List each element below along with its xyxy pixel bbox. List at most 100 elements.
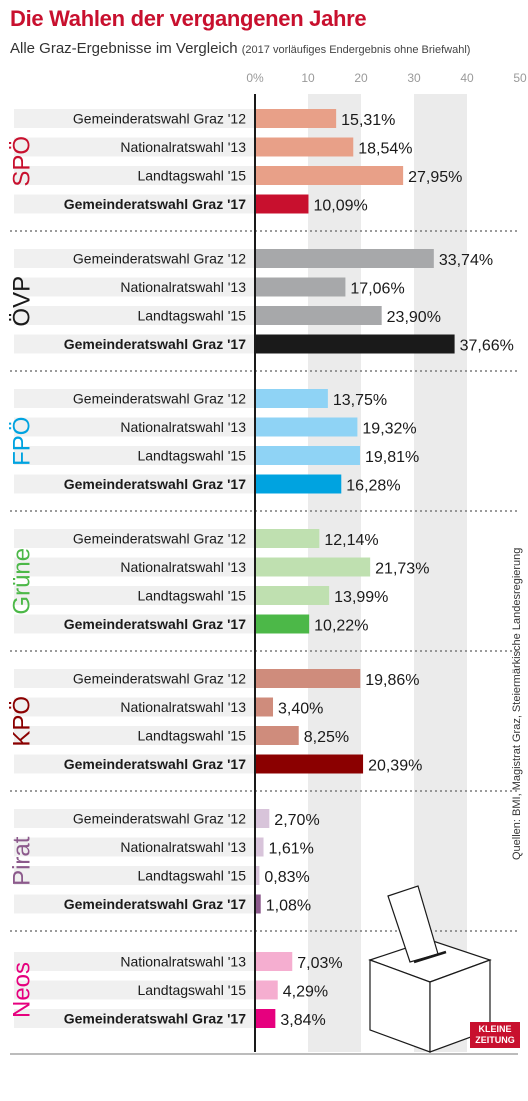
logo-line-2: ZEITUNG xyxy=(475,1035,515,1045)
bar-category-label: Gemeinderatswahl Graz '12 xyxy=(73,531,246,547)
bar-value-label: 19,81% xyxy=(365,449,419,466)
label-strip xyxy=(14,249,255,268)
bar xyxy=(255,334,455,354)
bar-value-label: 1,08% xyxy=(266,898,311,915)
subtitle-text: Alle Graz-Ergebnisse im Vergleich xyxy=(10,40,238,57)
label-strip xyxy=(14,194,255,214)
bar xyxy=(255,669,361,688)
party-name: Pirat xyxy=(9,836,36,886)
party-name: Grüne xyxy=(9,548,36,615)
label-strip xyxy=(14,754,255,774)
bar-category-label: Gemeinderatswahl Graz '17 xyxy=(64,756,247,772)
bar-value-label: 16,28% xyxy=(346,478,400,495)
party-name: FPÖ xyxy=(9,417,36,466)
label-strip xyxy=(14,306,255,325)
bar-category-label: Landtagswahl '15 xyxy=(137,448,246,464)
bar-category-label: Gemeinderatswahl Graz '17 xyxy=(64,476,247,492)
bar-category-label: Nationalratswahl '13 xyxy=(120,279,246,295)
label-strip xyxy=(14,166,255,185)
bar-category-label: Landtagswahl '15 xyxy=(137,728,246,744)
bar-category-label: Landtagswahl '15 xyxy=(137,982,246,998)
label-strip xyxy=(14,446,255,465)
chart-subtitle: Alle Graz-Ergebnisse im Vergleich (2017 … xyxy=(10,40,470,57)
bar xyxy=(255,446,360,465)
label-strip xyxy=(14,980,255,1000)
label-strip xyxy=(14,277,255,297)
bar-value-label: 15,31% xyxy=(341,112,395,129)
label-strip xyxy=(14,697,255,717)
bar-category-label: Nationalratswahl '13 xyxy=(120,954,246,970)
x-tick-label: 20 xyxy=(354,71,368,85)
label-strip xyxy=(14,809,255,828)
bar xyxy=(255,109,337,128)
label-strip xyxy=(14,1009,255,1028)
bar xyxy=(255,417,358,437)
bar-value-label: 13,75% xyxy=(333,392,387,409)
bar xyxy=(255,557,371,577)
label-strip xyxy=(14,866,255,885)
bar xyxy=(255,866,260,885)
bar-value-label: 7,03% xyxy=(297,955,342,972)
bar xyxy=(255,249,434,268)
bar-category-label: Nationalratswahl '13 xyxy=(120,419,246,435)
bar xyxy=(255,389,328,408)
bar-value-label: 33,74% xyxy=(439,252,493,269)
bar-category-label: Landtagswahl '15 xyxy=(137,168,246,184)
bar xyxy=(255,614,310,634)
bar-value-label: 2,70% xyxy=(274,812,319,829)
bar-category-label: Gemeinderatswahl Graz '17 xyxy=(64,196,247,212)
bar xyxy=(255,474,342,494)
label-strip xyxy=(14,389,255,408)
bar xyxy=(255,194,309,214)
x-tick-label: 30 xyxy=(407,71,421,85)
bar-value-label: 27,95% xyxy=(408,169,462,186)
x-tick-label: 10 xyxy=(301,71,315,85)
label-strip xyxy=(14,669,255,688)
source-text: Quellen: BMI, Magistrat Graz, Steiermärk… xyxy=(511,547,523,860)
bar-value-label: 20,39% xyxy=(368,758,422,775)
label-strip xyxy=(14,334,255,354)
bar xyxy=(255,697,274,717)
bar-category-label: Gemeinderatswahl Graz '12 xyxy=(73,111,246,127)
bar xyxy=(255,726,299,745)
party-name: KPÖ xyxy=(9,696,36,747)
bar-value-label: 23,90% xyxy=(387,309,441,326)
bar xyxy=(255,137,354,157)
bar-category-label: Gemeinderatswahl Graz '12 xyxy=(73,251,246,267)
bar-value-label: 37,66% xyxy=(460,338,514,355)
bar-value-label: 3,84% xyxy=(280,1012,325,1029)
bar-value-label: 4,29% xyxy=(283,984,328,1001)
bar xyxy=(255,894,261,914)
bar xyxy=(255,166,404,185)
bar-category-label: Gemeinderatswahl Graz '12 xyxy=(73,811,246,827)
x-tick-label: 0% xyxy=(246,71,264,85)
ballot-slot xyxy=(413,950,447,964)
bar-value-label: 10,22% xyxy=(314,618,368,635)
bar-value-label: 10,09% xyxy=(313,198,367,215)
bar-value-label: 8,25% xyxy=(304,729,349,746)
bar-value-label: 19,32% xyxy=(362,421,416,438)
label-strip xyxy=(14,586,255,605)
bar-category-label: Gemeinderatswahl Graz '17 xyxy=(64,1011,247,1027)
label-strip xyxy=(14,894,255,914)
bar-value-label: 13,99% xyxy=(334,589,388,606)
label-strip xyxy=(14,529,255,548)
x-tick-label: 40 xyxy=(460,71,474,85)
bar xyxy=(255,529,320,548)
label-strip xyxy=(14,417,255,437)
bar xyxy=(255,952,293,971)
party-name: SPÖ xyxy=(9,136,36,187)
bar xyxy=(255,1009,276,1028)
label-strip xyxy=(14,726,255,745)
label-strip xyxy=(14,557,255,577)
chart-title: Die Wahlen der vergangenen Jahre xyxy=(10,6,367,31)
bar-value-label: 3,40% xyxy=(278,701,323,718)
bar-value-label: 0,83% xyxy=(264,869,309,886)
bar-category-label: Landtagswahl '15 xyxy=(137,308,246,324)
bar xyxy=(255,980,278,1000)
label-strip xyxy=(14,952,255,971)
bar-category-label: Gemeinderatswahl Graz '12 xyxy=(73,671,246,687)
bar xyxy=(255,809,270,828)
label-strip xyxy=(14,137,255,157)
